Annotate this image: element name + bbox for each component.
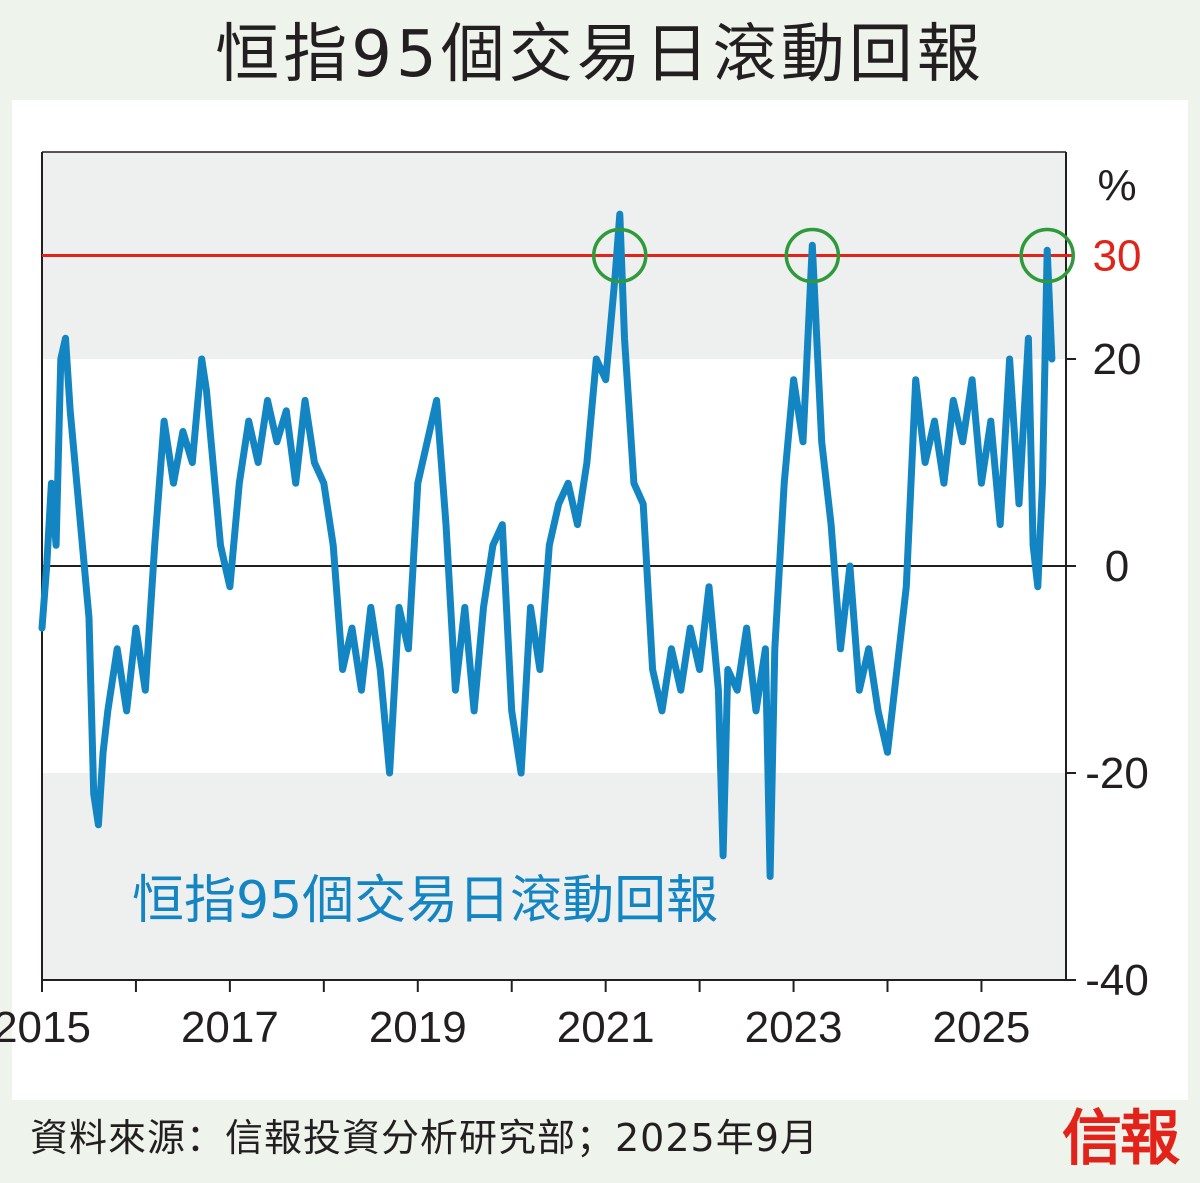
y-tick-label-30: 30 [1093,232,1142,281]
chart-title: 恒指95個交易日滾動回報 [215,18,985,92]
y-axis: -40 -20 0 20 30% [41,151,1149,1005]
peak-circle-0 [592,227,648,284]
y-unit-label: % [1097,161,1136,210]
x-tick-label-2025: 2025 [933,1003,1031,1052]
series-label: 恒指95個交易日滾動回報 [132,871,718,931]
x-tick-label-2023: 2023 [745,1003,843,1052]
highlighted-peaks [592,227,1075,284]
y-tick-label--40: -40 [1085,956,1149,1005]
publisher-logo: 信報 [1062,1103,1180,1174]
peak-circle-1 [784,227,841,284]
source-note: 資料來源：信報投資分析研究部；2025年9月 [30,1115,819,1160]
chart-labels: 恒指95個交易日滾動回報 [132,871,718,931]
series-line-hsi-95d [38,210,1056,880]
peak-circle-2 [1019,227,1075,284]
x-tick-label-2021: 2021 [557,1003,655,1052]
series-line [38,210,1056,880]
y-tick-label-0: 0 [1105,542,1129,591]
line-chart: 2015 2017 2019 2021 2023 2025 -40 -20 0 20 30% 恒指… [0,151,1149,1052]
y-tick-label--20: -20 [1085,749,1149,798]
shaded-band-1 [42,773,1066,980]
x-tick-label-2017: 2017 [181,1003,279,1052]
x-tick-label-2019: 2019 [369,1003,467,1052]
x-tick-label-2015: 2015 [0,1003,91,1052]
y-tick-label-20: 20 [1093,335,1142,384]
x-axis: 2015 2017 2019 2021 2023 2025 [0,979,1066,1052]
